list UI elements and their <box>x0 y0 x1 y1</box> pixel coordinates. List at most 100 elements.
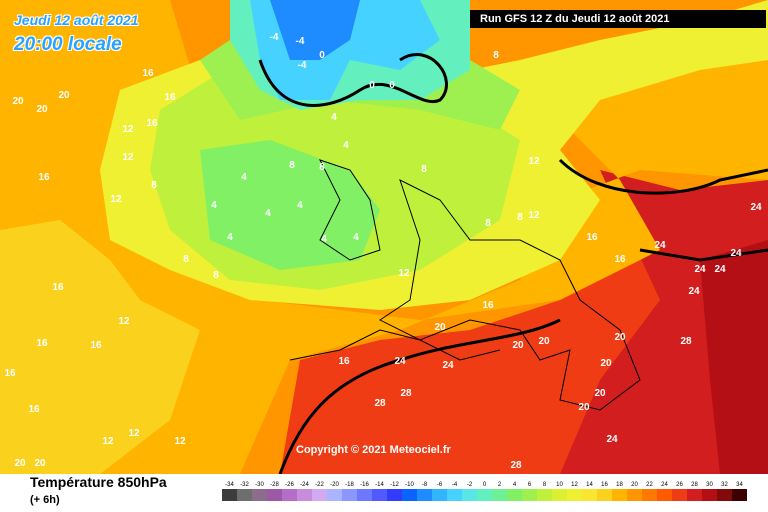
scale-tick-label: 6 <box>528 482 532 488</box>
map-value-label: 24 <box>688 286 700 297</box>
scale-tick-label: 30 <box>706 482 713 488</box>
map-value-label: 4 <box>343 140 349 151</box>
scale-tick-label: -30 <box>255 482 264 488</box>
scale-tick-label: 12 <box>571 482 578 488</box>
scale-tick-label: -20 <box>330 482 339 488</box>
map-value-label: 0 <box>389 80 395 91</box>
scale-tick-label: 32 <box>721 482 728 488</box>
map-value-label: 12 <box>122 124 134 135</box>
scale-tick-label: 14 <box>586 482 593 488</box>
scale-tick-label: -8 <box>422 482 428 488</box>
color-scale-legend: -34 -32 -30 -28 -26 -24 -22 -20 -18 -16 -14 -12 -10-… <box>222 482 747 501</box>
scale-tick-label: 2 <box>498 482 502 488</box>
map-value-label: 12 <box>174 436 186 447</box>
map-value-label: 20 <box>34 458 46 469</box>
map-value-label: 28 <box>400 388 412 399</box>
isotherm-0 <box>258 53 448 107</box>
zone-30 <box>700 240 768 474</box>
map-value-label: 12 <box>398 268 410 279</box>
scale-color-cell <box>657 489 672 501</box>
scale-color-cell <box>732 489 747 501</box>
coastline-north-africa <box>289 329 501 361</box>
map-value-label: 16 <box>28 404 40 415</box>
forecast-step: (+ 6h) <box>30 494 60 506</box>
map-value-label: 12 <box>528 210 540 221</box>
map-value-label: 20 <box>12 96 24 107</box>
map-value-label: 24 <box>442 360 454 371</box>
date-line: Jeudi 12 août 2021 <box>14 12 139 28</box>
coastline-europe <box>379 179 641 411</box>
map-value-label: 16 <box>146 118 158 129</box>
scale-color-cell <box>612 489 627 501</box>
map-value-label: 20 <box>578 402 590 413</box>
scale-color-cell <box>507 489 522 501</box>
scale-color-cell <box>252 489 267 501</box>
scale-color-cell <box>327 489 342 501</box>
map-value-label: 28 <box>510 460 522 471</box>
map-value-label: 16 <box>142 68 154 79</box>
scale-tick-label: 28 <box>691 482 698 488</box>
map-value-label: 20 <box>512 340 524 351</box>
map-value-label: 16 <box>38 172 50 183</box>
scale-color-cell <box>567 489 582 501</box>
scale-color-cell <box>357 489 372 501</box>
isotherm-24-south <box>278 318 561 474</box>
map-value-label: 12 <box>118 316 130 327</box>
map-value-label: 16 <box>164 92 176 103</box>
scale-tick-label: -4 <box>452 482 458 488</box>
scale-color-cell <box>627 489 642 501</box>
map-value-label: 4 <box>297 200 303 211</box>
map-value-label: 8 <box>421 164 427 175</box>
scale-tick-label: 24 <box>661 482 668 488</box>
map-value-label: 16 <box>614 254 626 265</box>
scale-color-cell <box>402 489 417 501</box>
map-value-label: 24 <box>730 248 742 259</box>
scale-color-cell <box>597 489 612 501</box>
time-line: 20:00 locale <box>14 34 122 55</box>
scale-color-cell <box>312 489 327 501</box>
map-value-label: 24 <box>714 264 726 275</box>
isotherm-24-east <box>639 248 768 262</box>
scale-tick-label: 18 <box>616 482 623 488</box>
map-value-label: 24 <box>394 356 406 367</box>
scale-tick-label: -6 <box>437 482 443 488</box>
scale-tick-label: -22 <box>315 482 324 488</box>
map-value-label: 20 <box>58 90 70 101</box>
map-value-label: 12 <box>128 428 140 439</box>
run-info-box: Run GFS 12 Z du Jeudi 12 août 2021 <box>470 10 766 28</box>
map-value-label: 12 <box>122 152 134 163</box>
map-value-label: 8 <box>485 218 491 229</box>
scale-tick-label: 16 <box>601 482 608 488</box>
coastline-british-isles <box>319 159 381 261</box>
scale-color-cell <box>387 489 402 501</box>
map-value-label: 20 <box>614 332 626 343</box>
map-value-label: 20 <box>36 104 48 115</box>
scale-tick-label: 22 <box>646 482 653 488</box>
scale-tick-label: -24 <box>300 482 309 488</box>
scale-tick-label: -16 <box>360 482 369 488</box>
map-value-label: 8 <box>319 162 325 173</box>
scale-tick-label: -32 <box>240 482 249 488</box>
scale-color-cell <box>447 489 462 501</box>
scale-color-cell <box>702 489 717 501</box>
parameter-label: Température 850hPa <box>30 474 167 490</box>
scale-color-cell <box>432 489 447 501</box>
map-value-labels: 16 20 20 20 16 16 12 16 12 8 16 12 8 8 4 4 4 4 4 4 4 8 8 4 -4 -4 0… <box>4 32 762 471</box>
scale-tick-label: 34 <box>736 482 743 488</box>
map-value-label: 24 <box>606 434 618 445</box>
map-value-label: 20 <box>14 458 26 469</box>
map-value-label: 16 <box>4 368 16 379</box>
temperature-map: 16 20 20 20 16 16 12 16 12 8 16 12 8 8 4 4 4 4 4 4 4 8 8 4 -4 -4 0… <box>0 0 768 474</box>
map-value-label: 12 <box>528 156 540 167</box>
scale-color-cell <box>222 489 237 501</box>
scale-color-cell <box>672 489 687 501</box>
map-value-label: 8 <box>289 160 295 171</box>
map-value-label: 0 <box>319 50 325 61</box>
scale-color-cell <box>717 489 732 501</box>
scale-tick-label: 8 <box>543 482 547 488</box>
map-value-label: 28 <box>680 336 692 347</box>
scale-tick-label: -10 <box>405 482 414 488</box>
scale-tick-label: 20 <box>631 482 638 488</box>
map-value-label: 20 <box>538 336 550 347</box>
scale-tick-label: -28 <box>270 482 279 488</box>
